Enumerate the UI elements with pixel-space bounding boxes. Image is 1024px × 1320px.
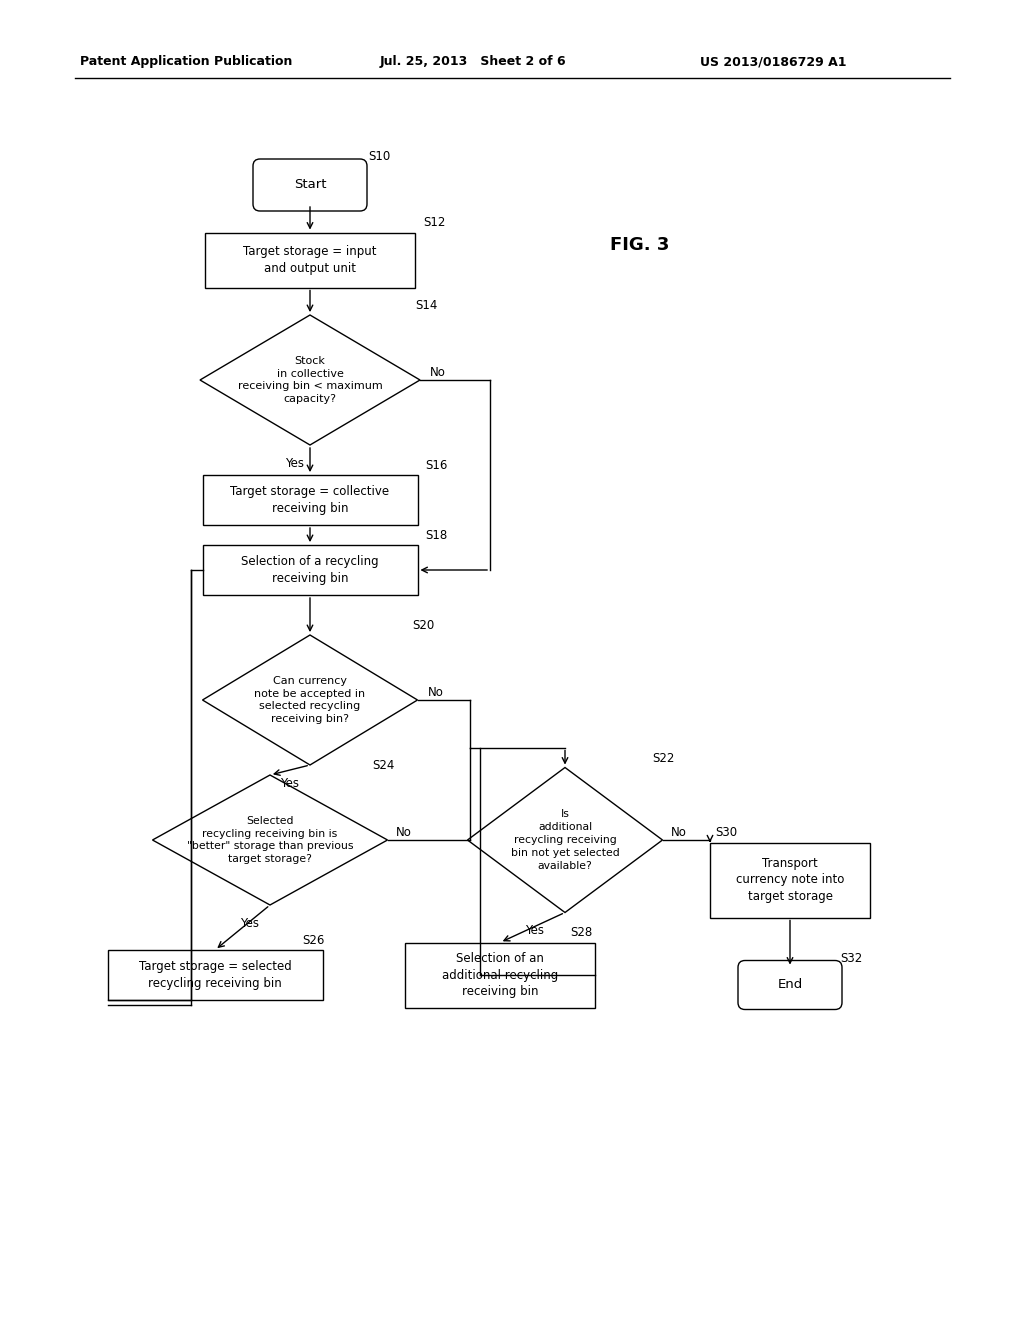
Text: S16: S16 xyxy=(426,459,447,473)
Text: No: No xyxy=(671,825,686,838)
Text: US 2013/0186729 A1: US 2013/0186729 A1 xyxy=(700,55,847,69)
Text: Yes: Yes xyxy=(281,777,299,789)
Text: Selection of an
additional recycling
receiving bin: Selection of an additional recycling rec… xyxy=(442,952,558,998)
Text: S24: S24 xyxy=(373,759,395,772)
Text: Jul. 25, 2013   Sheet 2 of 6: Jul. 25, 2013 Sheet 2 of 6 xyxy=(380,55,566,69)
Text: Target storage = selected
recycling receiving bin: Target storage = selected recycling rece… xyxy=(138,960,292,990)
Text: Is
additional
recycling receiving
bin not yet selected
available?: Is additional recycling receiving bin no… xyxy=(511,809,620,871)
FancyBboxPatch shape xyxy=(205,232,415,288)
FancyBboxPatch shape xyxy=(738,961,842,1010)
Polygon shape xyxy=(153,775,387,906)
Text: Yes: Yes xyxy=(525,924,545,937)
FancyBboxPatch shape xyxy=(203,545,418,595)
Text: Yes: Yes xyxy=(286,457,304,470)
Text: S12: S12 xyxy=(423,216,445,230)
FancyBboxPatch shape xyxy=(406,942,595,1007)
Text: No: No xyxy=(427,685,443,698)
Polygon shape xyxy=(203,635,418,766)
Text: Transport
currency note into
target storage: Transport currency note into target stor… xyxy=(736,857,844,903)
FancyBboxPatch shape xyxy=(253,158,367,211)
Text: End: End xyxy=(777,978,803,991)
Text: S22: S22 xyxy=(652,751,675,764)
Text: Target storage = collective
receiving bin: Target storage = collective receiving bi… xyxy=(230,486,389,515)
Text: Can currency
note be accepted in
selected recycling
receiving bin?: Can currency note be accepted in selecte… xyxy=(254,676,366,725)
Text: Selection of a recycling
receiving bin: Selection of a recycling receiving bin xyxy=(242,556,379,585)
Text: Selected
recycling receiving bin is
"better" storage than previous
target storag: Selected recycling receiving bin is "bet… xyxy=(186,816,353,865)
FancyBboxPatch shape xyxy=(108,950,323,1001)
Text: Start: Start xyxy=(294,178,327,191)
Text: S10: S10 xyxy=(368,150,390,162)
Text: No: No xyxy=(430,366,445,379)
Text: S20: S20 xyxy=(413,619,435,632)
Text: S14: S14 xyxy=(415,300,437,312)
Text: S18: S18 xyxy=(426,529,447,543)
Text: Stock
in collective
receiving bin < maximum
capacity?: Stock in collective receiving bin < maxi… xyxy=(238,356,382,404)
Polygon shape xyxy=(200,315,420,445)
Text: S26: S26 xyxy=(302,935,325,946)
Text: Target storage = input
and output unit: Target storage = input and output unit xyxy=(244,246,377,275)
Text: FIG. 3: FIG. 3 xyxy=(610,236,670,253)
FancyBboxPatch shape xyxy=(710,842,870,917)
FancyBboxPatch shape xyxy=(203,475,418,525)
Text: Patent Application Publication: Patent Application Publication xyxy=(80,55,293,69)
Text: S30: S30 xyxy=(715,826,737,840)
Polygon shape xyxy=(468,767,663,912)
Text: S28: S28 xyxy=(570,927,592,940)
Text: Yes: Yes xyxy=(241,917,259,931)
Text: S32: S32 xyxy=(840,952,862,965)
Text: No: No xyxy=(395,825,412,838)
